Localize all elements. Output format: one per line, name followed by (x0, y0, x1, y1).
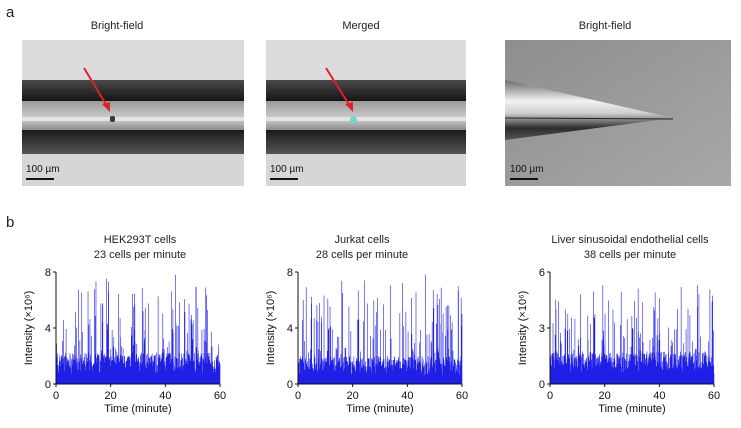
intensity-trace (297, 274, 463, 384)
y-axis-label: Intensity (×10⁶) (517, 291, 529, 366)
x-tick-label: 0 (295, 390, 301, 402)
x-tick-label: 20 (347, 390, 359, 402)
fluorescent-cell-marker (350, 116, 357, 123)
scale-bar-1 (26, 178, 54, 180)
x-tick-label: 40 (159, 390, 171, 402)
needle-micrograph (505, 40, 731, 186)
x-axis-label: Time (minute) (104, 403, 171, 415)
y-tick-label: 4 (287, 323, 293, 335)
x-tick-label: 40 (653, 390, 665, 402)
x-axis-label: Time (minute) (346, 403, 413, 415)
scale-label-2: 100 µm (270, 164, 304, 175)
y-tick-label: 0 (287, 379, 293, 391)
image-title-3: Bright-field (578, 20, 632, 32)
scale-label-3: 100 µm (510, 164, 544, 175)
x-axis-label: Time (minute) (598, 403, 665, 415)
scale-bar-3 (510, 178, 538, 180)
merged-micrograph (266, 40, 466, 186)
arrow-icon (325, 67, 353, 112)
intensity-chart-hek293t: 0 4 8 0 20 40 60 Time (minute) Intensity (×10⁶) (23, 267, 226, 415)
x-tick-label: 60 (708, 390, 720, 402)
intensity-trace (549, 285, 715, 384)
scale-bar-2 (270, 178, 298, 180)
x-tick-label: 20 (105, 390, 117, 402)
x-tick-label: 60 (214, 390, 226, 402)
arrow-icon (83, 67, 110, 112)
cell-marker (110, 116, 115, 122)
intensity-chart-jurkat: 0 4 8 0 20 40 60 Time (minute) Intensity (×10⁶) (265, 267, 468, 415)
chart-title-2: Jurkat cells 28 cells per minute (262, 233, 462, 263)
y-tick-label: 6 (539, 267, 545, 279)
image-title-2: Merged (342, 20, 380, 32)
panel-label-b: b (6, 214, 15, 231)
chart-subtitle-1: 23 cells per minute (93, 249, 187, 261)
y-axis-label: Intensity (×10⁶) (23, 291, 35, 366)
chart-title-3-line1: Liver sinusoidal endothelial cells (551, 234, 709, 246)
y-axis-label: Intensity (×10⁶) (265, 291, 277, 366)
chart-subtitle-3: 38 cells per minute (583, 249, 677, 261)
chart-title-1-line1: HEK293T cells (103, 234, 177, 246)
chart-title-3: Liver sinusoidal endothelial cells 38 ce… (520, 233, 740, 263)
chart-subtitle-2: 28 cells per minute (315, 249, 409, 261)
y-tick-label: 8 (45, 267, 51, 279)
x-tick-label: 40 (401, 390, 413, 402)
y-tick-label: 0 (45, 379, 51, 391)
y-tick-label: 8 (287, 267, 293, 279)
y-tick-label: 3 (539, 323, 545, 335)
x-tick-label: 20 (599, 390, 611, 402)
y-tick-label: 0 (539, 379, 545, 391)
x-tick-label: 0 (547, 390, 553, 402)
chart-title-2-line1: Jurkat cells (334, 234, 390, 246)
intensity-trace (55, 274, 221, 384)
x-tick-label: 0 (53, 390, 59, 402)
panel-label-a: a (6, 4, 15, 21)
needle-tip-icon (505, 40, 731, 186)
scale-label-1: 100 µm (26, 164, 60, 175)
brightfield-micrograph (22, 40, 244, 186)
chart-title-1: HEK293T cells 23 cells per minute (40, 233, 240, 263)
y-tick-label: 4 (45, 323, 51, 335)
x-tick-label: 60 (456, 390, 468, 402)
image-title-1: Bright-field (90, 20, 144, 32)
